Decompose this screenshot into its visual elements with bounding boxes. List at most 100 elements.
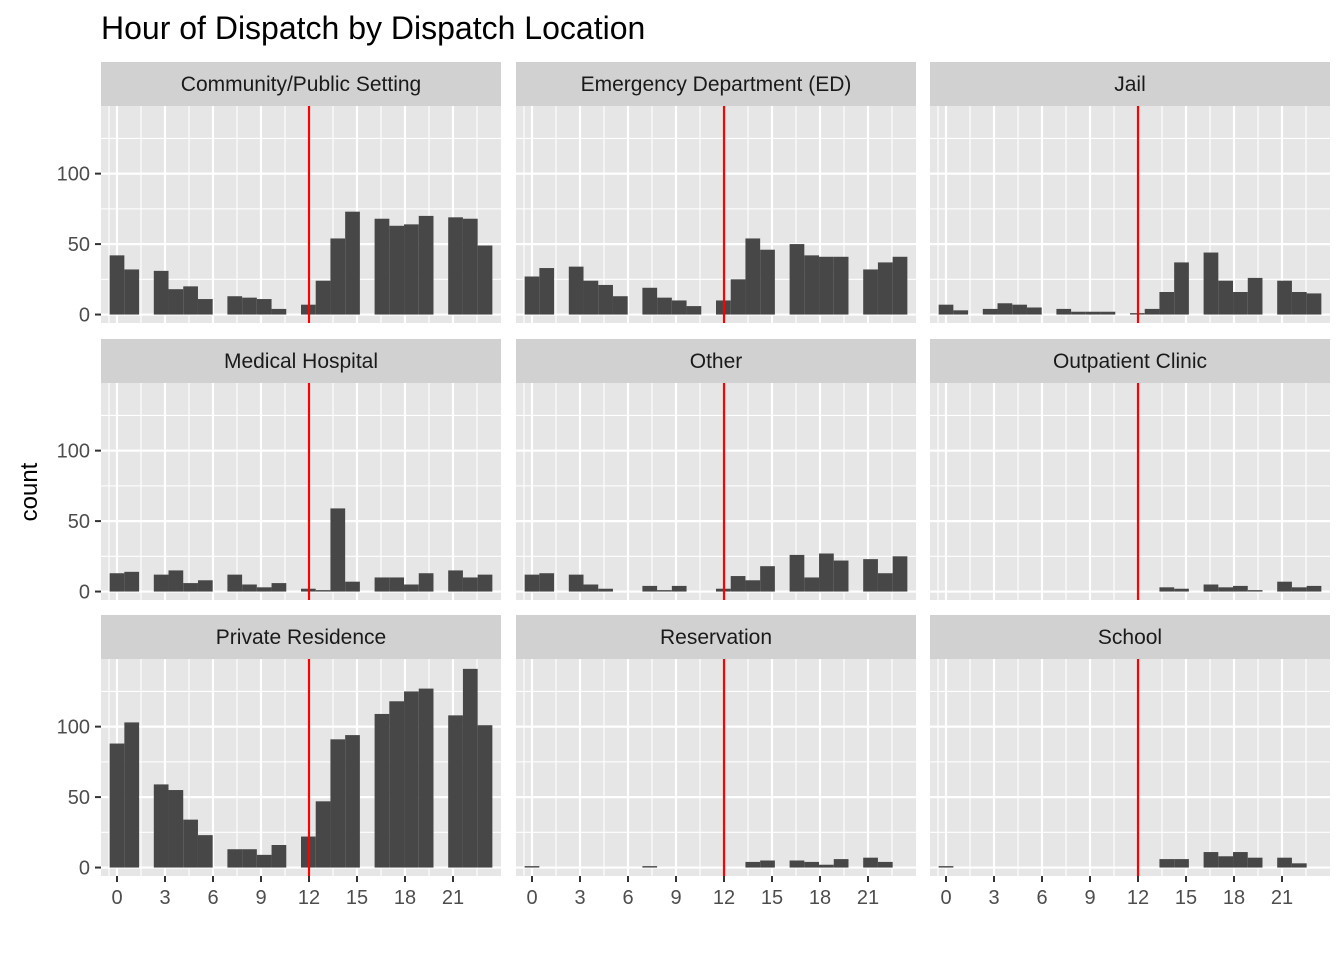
facet-strip [516,615,916,659]
panel-background [516,383,916,600]
facet-strip [101,615,501,659]
facet-strip [101,62,501,106]
histogram-bar [124,571,140,592]
histogram-bar [745,861,761,868]
histogram-bar [1203,852,1219,868]
histogram-bar [760,860,775,868]
histogram-bar [789,860,805,868]
x-tick-label: 0 [940,887,951,909]
histogram-bar [612,296,628,315]
facet-strip-label: Jail [1114,73,1146,96]
histogram-bar [1291,587,1307,592]
histogram-bar [1026,307,1042,315]
histogram-bar [568,574,584,592]
histogram-bar [168,570,184,592]
facet-panel: Jail [930,62,1330,323]
y-tick-label: 50 [68,234,90,256]
x-tick-label: 18 [394,887,416,909]
histogram-bar [462,577,478,592]
histogram-bar [404,224,419,315]
histogram-bar [345,735,360,868]
histogram-bar [477,725,493,868]
histogram-bar [227,296,243,315]
histogram-bar [938,304,954,315]
y-tick-label: 0 [79,305,90,327]
histogram-bar [642,585,658,592]
histogram-bar [804,861,820,868]
histogram-bar [330,739,346,868]
facet-panels: Community/Public Setting 0 50 100 Emergency … [57,62,1330,909]
histogram-bar [1218,856,1234,868]
histogram-bar [730,576,746,592]
histogram-bar [833,859,849,868]
histogram-bar [315,590,331,592]
histogram-bar [982,308,998,315]
facet-strip-label: Other [690,350,743,373]
histogram-bar [183,286,198,315]
histogram-bar [374,713,390,868]
histogram-bar [418,215,434,315]
histogram-bar [227,849,243,868]
histogram-bar [109,573,125,592]
facet-strip [516,62,916,106]
histogram-bar [877,573,893,592]
facet-strip-label: Outpatient Clinic [1053,350,1207,373]
facet-strip-label: Reservation [660,626,772,649]
histogram-bar [642,866,658,868]
x-tick-label: 21 [442,887,464,909]
panel-background [930,106,1330,323]
facet-strip-label: Community/Public Setting [181,73,421,96]
x-tick-label: 15 [761,887,783,909]
y-axis-label: count [16,462,43,521]
histogram-bar [477,245,493,315]
histogram-bar [1100,311,1116,315]
y-tick-label: 0 [79,582,90,604]
histogram-bar [657,590,672,592]
histogram-bar [153,784,169,868]
facet-panel: Private Residence 0 50 100 0 3 6 9 12 15 18 21 [57,615,501,909]
histogram-bar [1174,588,1189,592]
histogram-bar [1203,584,1219,592]
x-tick-label: 6 [207,887,218,909]
histogram-bar [863,857,878,868]
histogram-bar [583,280,599,315]
histogram-bar [1291,292,1307,315]
histogram-bar [892,256,908,315]
histogram-bar [330,238,346,315]
histogram-bar [1306,585,1322,592]
histogram-bar [1233,585,1248,592]
histogram-bar [448,217,463,315]
facet-panel: Other [516,339,916,600]
histogram-bar [833,256,849,315]
histogram-bar [877,262,893,315]
x-tick-label: 0 [526,887,537,909]
histogram-bar [1203,252,1219,315]
facet-strip-label: Private Residence [216,626,386,649]
histogram-bar [1247,277,1263,315]
histogram-bar [789,554,805,592]
x-tick-label: 3 [159,887,170,909]
x-tick-label: 6 [622,887,633,909]
facet-panel: Outpatient Clinic [930,339,1330,600]
histogram-bar [418,688,434,868]
histogram-bar [819,864,834,868]
histogram-bar [804,255,820,315]
histogram-bar [109,743,125,868]
panel-background [516,659,916,876]
histogram-bar [745,238,761,315]
histogram-bar [477,574,493,592]
histogram-bar [315,280,331,315]
histogram-bar [448,715,463,868]
histogram-bar [524,574,540,592]
histogram-bar [1218,280,1234,315]
histogram-bar [1159,292,1175,315]
histogram-bar [1247,590,1263,592]
histogram-bar [1306,293,1322,315]
histogram-bar [256,299,272,315]
histogram-bar [418,573,434,592]
histogram-bar [953,310,969,315]
histogram-bar [256,587,272,592]
facet-panel: Medical Hospital 0 50 100 [57,339,501,604]
panel-background [930,383,1330,600]
